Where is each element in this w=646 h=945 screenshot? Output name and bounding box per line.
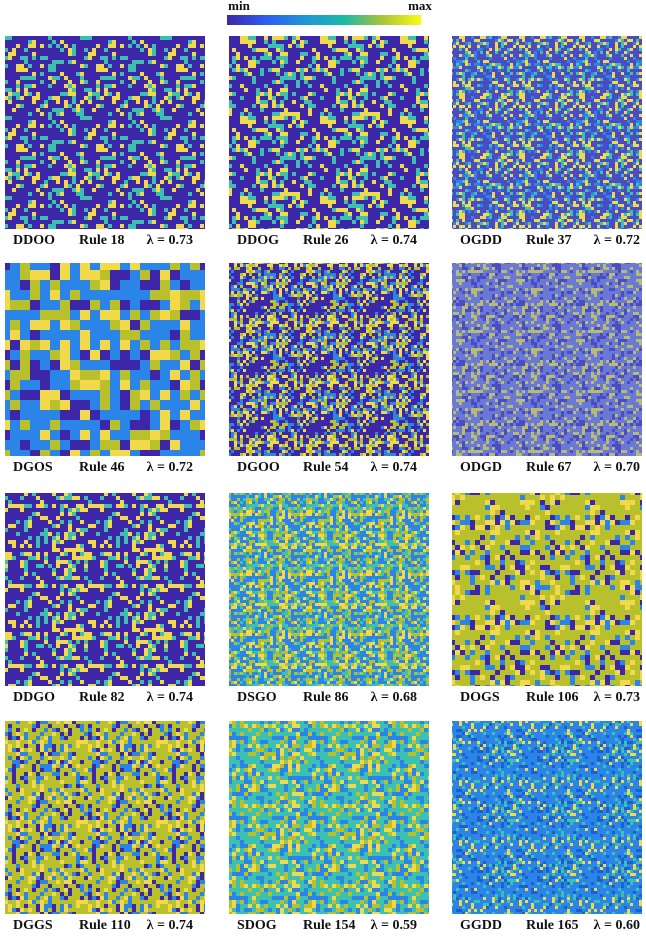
panel-lambda: λ = 0.74 bbox=[371, 233, 417, 248]
panel-code: DGGS bbox=[13, 918, 53, 933]
panel-code: DDOG bbox=[237, 233, 279, 248]
panel-rule: Rule 106 bbox=[526, 690, 579, 705]
panel-lambda: λ = 0.60 bbox=[594, 918, 640, 933]
ca-image bbox=[452, 36, 642, 229]
panel-rule: Rule 67 bbox=[526, 460, 572, 475]
ca-image bbox=[5, 36, 205, 229]
panel-code: DOGS bbox=[460, 690, 500, 705]
panel-rule: Rule 26 bbox=[303, 233, 349, 248]
ca-image bbox=[452, 493, 642, 686]
colorbar-max: max bbox=[408, 0, 432, 13]
panel-lambda: λ = 0.74 bbox=[147, 690, 193, 705]
panel-rule: Rule 46 bbox=[79, 460, 125, 475]
panel-code: DDOO bbox=[13, 233, 55, 248]
panel-rule: Rule 37 bbox=[526, 233, 572, 248]
panel-code: DGOO bbox=[237, 460, 280, 475]
figure: min max DDOO Rule 18 λ = 0.73 DDOG Rule 26 λ … bbox=[0, 0, 646, 945]
panel-lambda: λ = 0.72 bbox=[594, 233, 640, 248]
panel-code: DGOS bbox=[13, 460, 53, 475]
ca-image bbox=[452, 721, 642, 914]
panel-lambda: λ = 0.72 bbox=[147, 460, 193, 475]
panel-lambda: λ = 0.74 bbox=[371, 460, 417, 475]
ca-image bbox=[229, 493, 429, 686]
ca-image bbox=[5, 263, 205, 456]
ca-image bbox=[5, 493, 205, 686]
panel-lambda: λ = 0.73 bbox=[147, 233, 193, 248]
ca-image bbox=[229, 721, 429, 914]
panel-lambda: λ = 0.74 bbox=[147, 918, 193, 933]
panel-rule: Rule 82 bbox=[79, 690, 125, 705]
ca-image bbox=[229, 263, 429, 456]
ca-image bbox=[229, 36, 429, 229]
panel-rule: Rule 165 bbox=[526, 918, 579, 933]
ca-image bbox=[452, 263, 642, 456]
panel-code: SDOG bbox=[237, 918, 277, 933]
panel-code: GGDD bbox=[460, 918, 502, 933]
panel-rule: Rule 86 bbox=[303, 690, 349, 705]
panel-code: OGDD bbox=[460, 233, 502, 248]
panel-rule: Rule 110 bbox=[79, 918, 131, 933]
panel-lambda: λ = 0.70 bbox=[594, 460, 640, 475]
panel-code: DDGO bbox=[13, 690, 55, 705]
panel-lambda: λ = 0.59 bbox=[371, 918, 417, 933]
panel-rule: Rule 18 bbox=[79, 233, 125, 248]
panel-lambda: λ = 0.68 bbox=[371, 690, 417, 705]
panel-lambda: λ = 0.73 bbox=[594, 690, 640, 705]
panel-rule: Rule 54 bbox=[303, 460, 349, 475]
ca-image bbox=[5, 721, 205, 914]
colorbar-min: min bbox=[228, 0, 250, 13]
colorbar bbox=[227, 15, 421, 25]
panel-rule: Rule 154 bbox=[303, 918, 356, 933]
panel-code: DSGO bbox=[237, 690, 277, 705]
panel-code: ODGD bbox=[460, 460, 502, 475]
